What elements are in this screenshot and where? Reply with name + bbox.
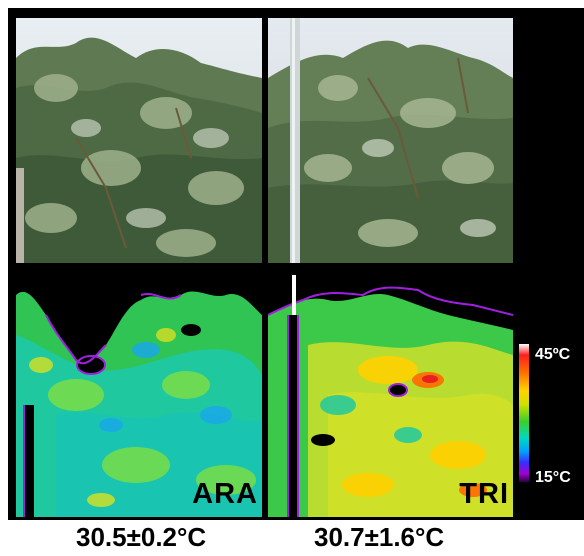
thermal-image-ara-map xyxy=(16,275,262,517)
vine-photo-tri-image xyxy=(268,18,513,263)
vine-photo-ara-image xyxy=(16,18,262,263)
scale-max-label: 45ºC xyxy=(535,346,571,363)
temperature-reading-ara: 30.5±0.2°C xyxy=(76,522,207,552)
thermal-image-tri-map xyxy=(268,275,513,517)
temperature-color-scale xyxy=(519,344,529,482)
panel-label-ara: ARA xyxy=(192,478,258,510)
vine-photo-tri xyxy=(268,18,513,263)
scale-min-label: 15°C xyxy=(535,469,571,486)
thermal-image-tri: TRI xyxy=(268,275,513,517)
vine-photo-ara xyxy=(16,18,262,263)
thermal-image-ara: ARA xyxy=(16,275,262,517)
panel-label-tri: TRI xyxy=(459,478,509,510)
temperature-reading-tri: 30.7±1.6°C xyxy=(314,522,445,552)
